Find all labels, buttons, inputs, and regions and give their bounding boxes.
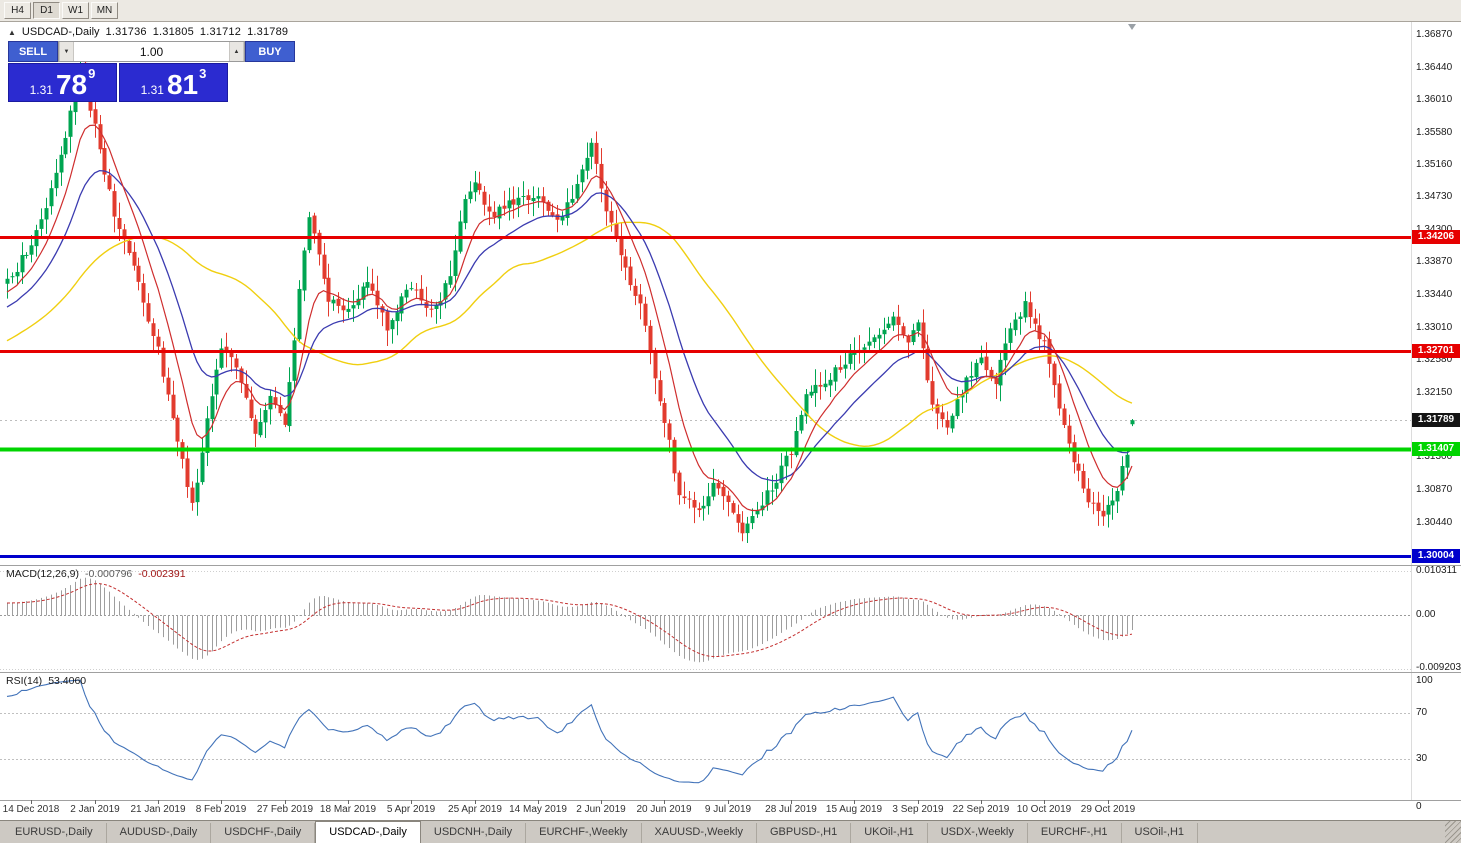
price-tick-label: 1.32580 (1416, 354, 1453, 366)
rsi-axis-label: 30 (1416, 753, 1428, 765)
panel-divider (0, 800, 1461, 801)
tab-usdcnh-daily[interactable]: USDCNH-,Daily (420, 823, 527, 843)
rsi-axis-label: 70 (1416, 706, 1428, 718)
chart-tabs-bar: EURUSD-,Daily AUDUSD-,Daily USDCHF-,Dail… (0, 820, 1461, 843)
tab-usoil-h1[interactable]: USOil-,H1 (1121, 823, 1199, 843)
macd-axis-zero-label: 0.00 (1416, 608, 1436, 620)
chart-symbol-label: USDCAD-,Daily (21, 26, 100, 38)
sell-price-pip: 9 (88, 66, 96, 81)
ohlc-close: 1.31789 (247, 26, 289, 38)
price-tick-label: 1.36870 (1416, 28, 1453, 40)
price-tick-label: 1.33440 (1416, 289, 1453, 301)
buy-price-prefix: 1.31 (140, 82, 164, 97)
timeframe-d1-button[interactable]: D1 (33, 2, 60, 19)
tab-audusd-daily[interactable]: AUDUSD-,Daily (106, 823, 212, 843)
tab-xauusd-weekly[interactable]: XAUUSD-,Weekly (641, 823, 757, 843)
macd-axis-max-label: 0.010311 (1416, 565, 1457, 576)
current-price-tag: 1.31789 (1412, 413, 1460, 428)
price-tick-label: 1.33870 (1416, 256, 1453, 268)
price-tick-label: 1.34730 (1416, 191, 1453, 203)
price-tick-label: 1.31720 (1416, 419, 1453, 431)
chevron-up-icon: ▲ (233, 48, 240, 55)
price-tick-label: 1.35580 (1416, 126, 1453, 138)
price-tick-label: 1.30870 (1416, 483, 1453, 495)
resize-grip[interactable] (1445, 821, 1461, 843)
buy-button[interactable]: BUY (245, 41, 295, 62)
timeframe-mn-button[interactable]: MN (91, 2, 118, 19)
panel-divider[interactable] (0, 672, 1461, 673)
price-tick-label: 1.36010 (1416, 94, 1453, 106)
sell-price-prefix: 1.31 (29, 82, 53, 97)
chevron-down-icon: ▼ (63, 48, 70, 55)
rsi-value: 53.4060 (48, 675, 87, 687)
sell-button[interactable]: SELL (8, 41, 58, 62)
rsi-indicator-label: RSI(14) 53.4060 (6, 675, 86, 687)
tab-ukoil-h1[interactable]: UKOil-,H1 (851, 823, 928, 843)
tab-usdx-weekly[interactable]: USDX-,Weekly (927, 823, 1028, 843)
volume-input[interactable] (74, 42, 229, 61)
sell-price-big: 78 (55, 69, 88, 101)
level-price-tag: 1.34206 (1412, 229, 1460, 244)
volume-control: ▼ ▲ (58, 41, 245, 62)
date-axis (0, 800, 1461, 820)
volume-decrease-button[interactable]: ▼ (59, 42, 74, 61)
tab-eurusd-daily[interactable]: EURUSD-,Daily (2, 823, 107, 843)
level-price-tag: 1.31407 (1412, 442, 1460, 457)
panel-divider[interactable] (0, 565, 1461, 566)
chart-title: ▲ USDCAD-,Daily 1.31736 1.31805 1.31712 … (8, 26, 288, 38)
price-tick-label: 1.30010 (1416, 549, 1453, 561)
tab-eurchf-h1[interactable]: EURCHF-,H1 (1027, 823, 1122, 843)
price-tick-label: 1.31300 (1416, 451, 1453, 463)
tab-eurchf-weekly[interactable]: EURCHF-,Weekly (526, 823, 642, 843)
axis-separator (1411, 22, 1412, 800)
buy-price-big: 81 (166, 69, 199, 101)
macd-indicator-label: MACD(12,26,9) -0.000796 -0.002391 (6, 568, 186, 580)
tab-gbpusd-h1[interactable]: GBPUSD-,H1 (756, 823, 852, 843)
macd-signal-value: -0.002391 (138, 568, 186, 580)
tab-usdcad-daily[interactable]: USDCAD-,Daily (315, 821, 421, 843)
macd-name: MACD(12,26,9) (6, 568, 79, 580)
level-price-tag: 1.32701 (1412, 344, 1460, 359)
price-chart-canvas[interactable] (0, 22, 1411, 800)
ohlc-low: 1.31712 (199, 26, 242, 38)
ohlc-open: 1.31736 (105, 26, 147, 38)
price-tick-label: 1.35160 (1416, 158, 1453, 170)
volume-increase-button[interactable]: ▲ (229, 42, 244, 61)
buy-price-display[interactable]: 1.31 81 3 (119, 63, 228, 102)
tab-usdchf-daily[interactable]: USDCHF-,Daily (211, 823, 316, 843)
ohlc-high: 1.31805 (152, 26, 194, 38)
timeframe-h4-button[interactable]: H4 (4, 2, 31, 19)
buy-price-pip: 3 (199, 66, 207, 81)
collapse-trade-panel-icon[interactable]: ▲ (8, 27, 16, 37)
price-tick-label: 1.30440 (1416, 516, 1453, 528)
rsi-name: RSI(14) (6, 675, 43, 687)
timeframe-w1-button[interactable]: W1 (62, 2, 89, 19)
level-price-tag: 1.30004 (1412, 548, 1460, 563)
rsi-axis-label: 100 (1416, 675, 1433, 686)
timeframe-toolbar: H4 D1 W1 MN (0, 0, 1461, 22)
sell-price-display[interactable]: 1.31 78 9 (8, 63, 117, 102)
chart-shift-marker-icon[interactable] (1128, 24, 1136, 30)
price-tick-label: 1.33010 (1416, 321, 1453, 333)
price-tick-label: 1.32150 (1416, 386, 1453, 398)
macd-main-value: -0.000796 (84, 568, 133, 580)
price-tick-label: 1.34300 (1416, 223, 1453, 235)
price-tick-label: 1.36440 (1416, 61, 1453, 73)
